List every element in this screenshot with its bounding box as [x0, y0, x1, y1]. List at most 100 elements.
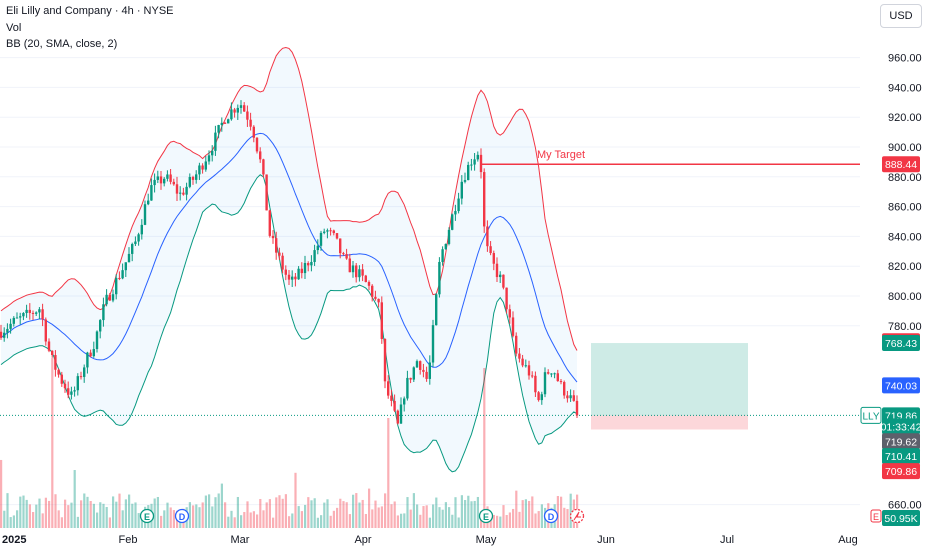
bb-lower — [0, 174, 578, 473]
price-tick-label: 660.00 — [888, 500, 922, 512]
candle-body — [102, 304, 105, 321]
candle — [3, 327, 6, 342]
candle-body — [387, 381, 390, 396]
candle-body — [233, 109, 236, 113]
candle — [143, 200, 147, 226]
volume-bar — [438, 507, 441, 528]
candle — [367, 280, 371, 291]
candle-body — [0, 331, 3, 338]
currency-button[interactable]: USD — [880, 4, 922, 28]
candle — [159, 171, 163, 190]
candle-body — [217, 125, 220, 133]
volume-bar — [67, 505, 70, 528]
volume-bar — [393, 501, 396, 528]
volume-bar — [115, 501, 118, 528]
candle — [262, 158, 265, 178]
candle-body — [47, 341, 51, 351]
volume-bar — [281, 498, 284, 528]
candle — [252, 125, 255, 143]
volume-bar — [387, 418, 390, 528]
candle-body — [99, 320, 102, 332]
candle-body — [271, 235, 275, 239]
candle-body — [108, 294, 111, 301]
candle-body — [355, 265, 358, 278]
volume-bar — [425, 505, 428, 528]
candle — [492, 250, 495, 271]
candle-body — [3, 332, 6, 338]
volume-bar — [44, 497, 47, 528]
candle — [543, 367, 547, 398]
candle-body — [143, 204, 147, 225]
volume-bar — [419, 514, 422, 528]
candle — [345, 248, 348, 260]
long-position-tool[interactable] — [0, 343, 860, 430]
volume-bar — [332, 510, 335, 528]
volume-bar — [409, 509, 412, 528]
bollinger-indicator-label[interactable]: BB (20, SMA, close, 2) — [6, 38, 118, 50]
candle — [271, 230, 275, 244]
volume-bar — [476, 496, 479, 528]
volume-bar — [377, 507, 380, 528]
candle — [297, 266, 300, 280]
candle-body — [12, 317, 15, 324]
volume-indicator-label[interactable]: Vol — [6, 22, 22, 34]
candle — [556, 369, 559, 382]
candle-body — [300, 268, 303, 274]
volume-bars — [0, 358, 579, 528]
candle — [457, 192, 460, 214]
candle-body — [428, 362, 431, 379]
event-label: E — [483, 512, 489, 522]
volume-bar — [534, 513, 537, 528]
candle-body — [406, 377, 409, 399]
candle-body — [44, 319, 47, 342]
candle — [451, 213, 454, 231]
volume-bar — [3, 510, 6, 528]
event-circle — [543, 508, 559, 524]
volume-bar — [236, 496, 239, 528]
candle — [435, 293, 438, 326]
candle — [291, 270, 294, 287]
target-line[interactable]: My Target — [481, 149, 860, 165]
candle — [412, 366, 415, 382]
bb-upper — [0, 46, 578, 351]
candle — [191, 175, 195, 185]
volume-bar — [265, 502, 268, 528]
candle — [99, 319, 102, 339]
price-axis[interactable]: 660.00 780.00 800.00 820.00 840.00 860.00 880.… — [860, 53, 922, 526]
candle — [73, 386, 76, 397]
candle-body — [326, 230, 329, 232]
candle-body — [121, 270, 124, 279]
candle — [499, 271, 502, 283]
candle-body — [179, 192, 182, 194]
candle-body — [249, 119, 252, 127]
volume-bar — [214, 497, 217, 528]
price-tag-value: 740.03 — [885, 380, 917, 392]
candle-body — [483, 172, 486, 227]
candle — [140, 219, 143, 240]
candle — [38, 307, 41, 320]
price-tick-label: 840.00 — [888, 231, 922, 243]
candle-body — [335, 233, 339, 239]
candle — [428, 355, 431, 385]
candle — [419, 360, 422, 375]
candle-body — [172, 181, 175, 185]
candle-body — [415, 361, 419, 368]
candle — [223, 121, 227, 125]
candle — [63, 379, 67, 393]
candle-body — [239, 105, 243, 108]
candle-body — [575, 400, 579, 416]
volume-bar — [16, 510, 19, 528]
price-tag-value: 768.43 — [885, 338, 917, 350]
candle — [422, 363, 425, 378]
candle-body — [444, 243, 447, 250]
candle-body — [115, 277, 118, 295]
volume-bar — [348, 514, 351, 528]
candle-body — [345, 254, 348, 259]
candle-body — [124, 262, 127, 271]
candle-body — [79, 376, 83, 378]
time-axis[interactable]: 2025 Feb Mar Apr May Jun Jul Aug — [2, 534, 858, 546]
candle-body — [534, 375, 537, 393]
candle-body — [118, 277, 121, 279]
